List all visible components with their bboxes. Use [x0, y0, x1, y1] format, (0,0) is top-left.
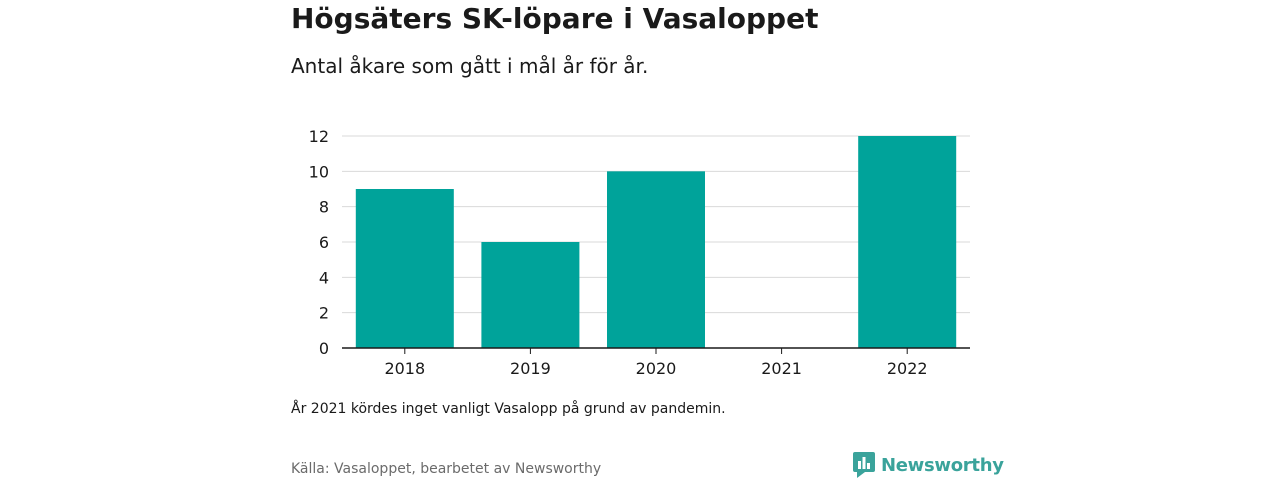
y-tick-label: 12: [309, 127, 329, 146]
y-tick-label: 4: [319, 268, 329, 287]
y-tick-label: 2: [319, 304, 329, 323]
source-credit: Källa: Vasaloppet, bearbetet av Newswort…: [291, 461, 602, 477]
y-tick-label: 0: [319, 339, 329, 358]
y-tick-label: 6: [319, 233, 329, 252]
x-tick-label: 2022: [887, 359, 928, 378]
brand-name: Newsworthy: [881, 454, 1004, 476]
bar-2018: [355, 189, 454, 348]
y-tick-label: 10: [309, 162, 329, 181]
newsworthy-logo-icon: [853, 452, 875, 478]
x-tick-label: 2019: [510, 359, 551, 378]
bar-chart: 0 2 4 6 8 10 12 2018 2019 2020 2021 2022: [309, 127, 970, 378]
y-tick-label: 8: [319, 198, 329, 217]
x-tick-label: 2020: [636, 359, 677, 378]
x-tick-label: 2021: [761, 359, 802, 378]
bar-2022: [858, 136, 957, 348]
newsworthy-brand: Newsworthy: [853, 452, 1004, 478]
chart-title: Högsäters SK-löpare i Vasaloppet: [291, 2, 819, 35]
bar-2020: [607, 171, 705, 348]
bar-2019: [481, 242, 580, 348]
chart-subtitle: Antal åkare som gått i mål år för år.: [291, 54, 649, 78]
chart-note: År 2021 kördes inget vanligt Vasalopp på…: [291, 401, 726, 417]
bars: [355, 136, 957, 348]
axes: 0 2 4 6 8 10 12 2018 2019 2020 2021 2022: [309, 127, 970, 378]
x-tick-label: 2018: [384, 359, 425, 378]
